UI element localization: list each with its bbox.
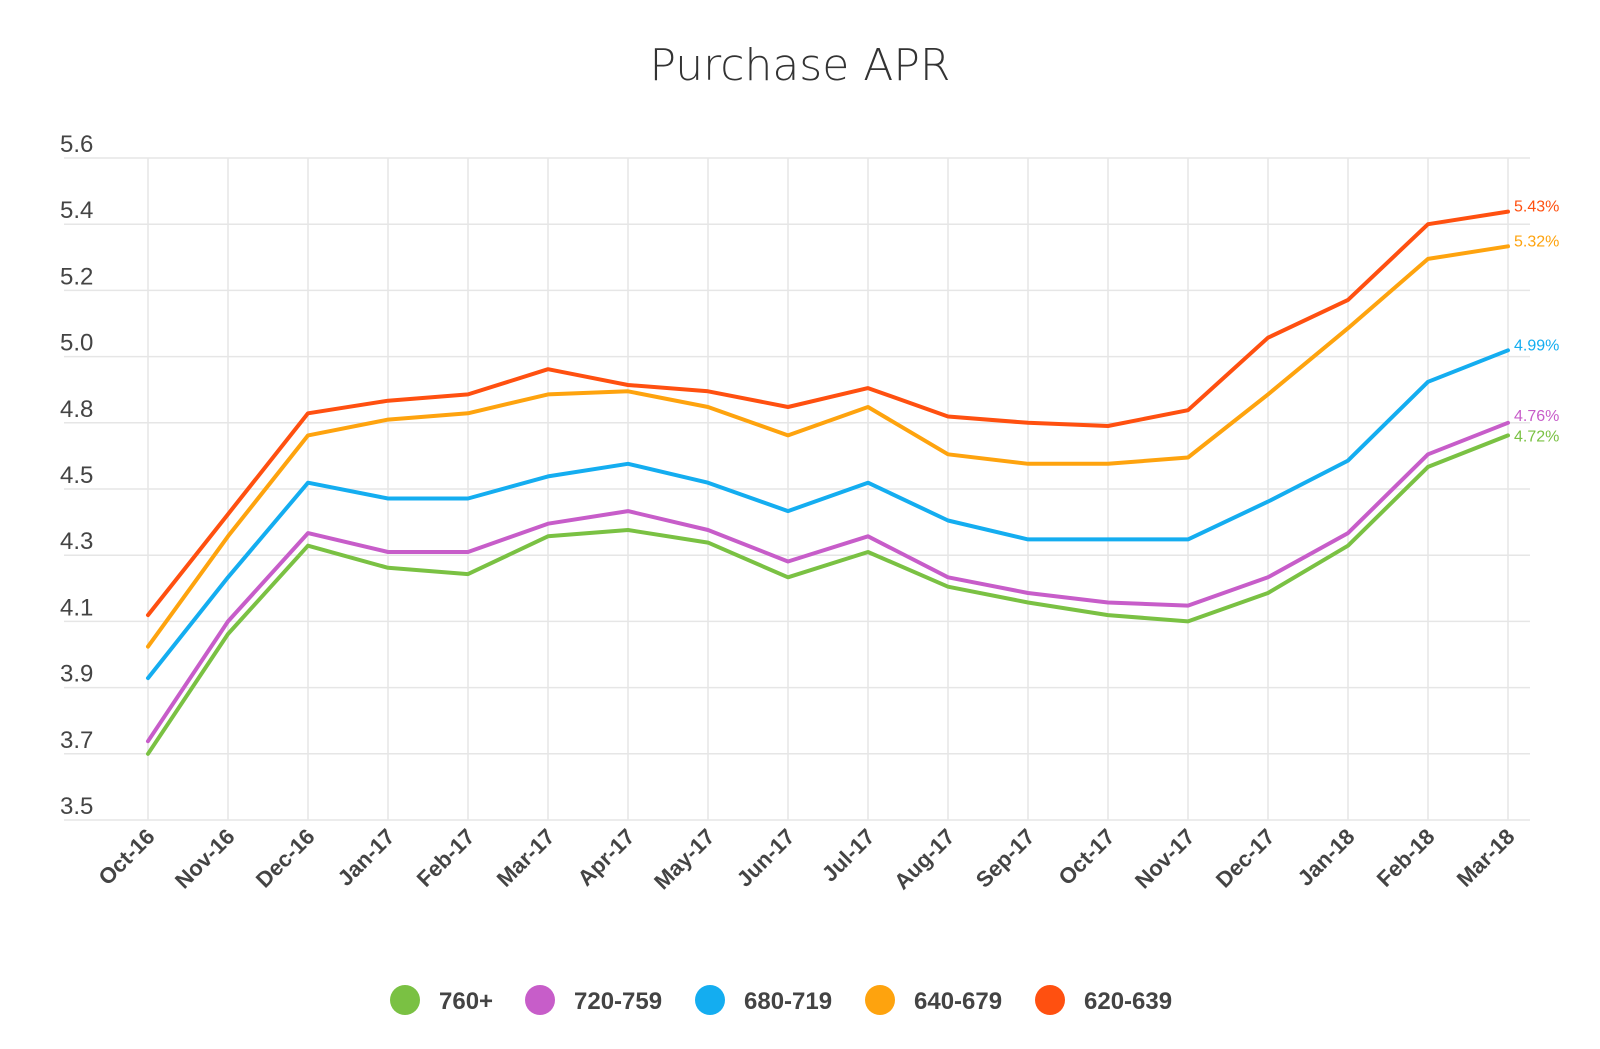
end-labels: 4.72% 4.76% 4.99% 5.32% 5.43% xyxy=(1514,199,1559,446)
end-label-760+: 4.72% xyxy=(1514,428,1559,445)
legend: 760+ 720-759 680-719 640-679 620-639 xyxy=(390,985,1172,1015)
x-tick-label: Jul-17 xyxy=(817,824,880,887)
end-label-640-679: 5.32% xyxy=(1514,233,1559,250)
series-line-620-639 xyxy=(146,209,1510,618)
x-tick-label: Dec-16 xyxy=(251,824,320,893)
y-tick-label: 3.5 xyxy=(60,793,93,820)
legend-label-680-719: 680-719 xyxy=(744,988,832,1015)
legend-marker-620-639 xyxy=(1035,985,1065,1015)
y-tick-label: 4.3 xyxy=(60,528,93,555)
end-label-720-759: 4.76% xyxy=(1514,408,1559,425)
y-tick-label: 4.1 xyxy=(60,594,93,621)
series-lines xyxy=(146,209,1510,756)
legend-label-720-759: 720-759 xyxy=(574,988,662,1015)
x-tick-label: May-17 xyxy=(649,824,719,894)
x-tick-label: Jun-17 xyxy=(732,824,800,892)
end-label-680-719: 4.99% xyxy=(1514,337,1559,354)
series-line-640-679 xyxy=(146,244,1510,649)
legend-label-640-679: 640-679 xyxy=(914,988,1002,1015)
y-tick-label: 5.0 xyxy=(60,330,93,357)
x-tick-label: Mar-17 xyxy=(492,824,560,892)
x-tick-label: Sep-17 xyxy=(971,824,1040,893)
legend-marker-720-759 xyxy=(525,985,555,1015)
x-tick-label: Oct-16 xyxy=(93,824,159,890)
x-tick-label: Mar-18 xyxy=(1452,824,1520,892)
x-tick-label: Feb-18 xyxy=(1372,824,1440,892)
x-tick-label: Jan-18 xyxy=(1293,824,1360,891)
legend-label-620-639: 620-639 xyxy=(1084,988,1172,1015)
y-tick-label: 4.5 xyxy=(60,462,93,489)
series-line-760+ xyxy=(146,433,1510,756)
x-tick-label: Dec-17 xyxy=(1211,824,1280,893)
y-tick-label: 4.8 xyxy=(60,396,93,423)
legend-label-760+: 760+ xyxy=(439,988,493,1015)
x-tick-label: Aug-17 xyxy=(889,824,959,894)
legend-marker-680-719 xyxy=(695,985,725,1015)
y-tick-label: 5.2 xyxy=(60,263,93,290)
x-tick-label: Oct-17 xyxy=(1053,824,1119,890)
y-tick-label: 3.7 xyxy=(60,727,93,754)
x-axis-ticks: Oct-16 Nov-16 Dec-16 Jan-17 Feb-17 Mar-17 Apr-… xyxy=(93,824,1519,894)
legend-marker-760+ xyxy=(390,985,420,1015)
x-tick-label: Nov-17 xyxy=(1130,824,1200,894)
series-line-680-719 xyxy=(146,348,1510,681)
x-tick-label: Feb-17 xyxy=(412,824,480,892)
y-tick-label: 3.9 xyxy=(60,661,93,688)
x-tick-label: Apr-17 xyxy=(573,824,640,891)
y-tick-label: 5.6 xyxy=(60,131,93,158)
series-line-720-759 xyxy=(146,420,1510,744)
x-tick-label: Jan-17 xyxy=(333,824,400,891)
x-tick-label: Nov-16 xyxy=(170,824,240,894)
gridlines xyxy=(64,157,1530,821)
end-label-620-639: 5.43% xyxy=(1514,199,1559,216)
y-axis-ticks: 5.6 5.4 5.2 5.0 4.8 4.5 4.3 4.1 3.9 3.7 3.5 xyxy=(60,131,93,820)
chart-title: Purchase APR xyxy=(650,40,951,91)
y-tick-label: 5.4 xyxy=(60,197,93,224)
legend-marker-640-679 xyxy=(865,985,895,1015)
